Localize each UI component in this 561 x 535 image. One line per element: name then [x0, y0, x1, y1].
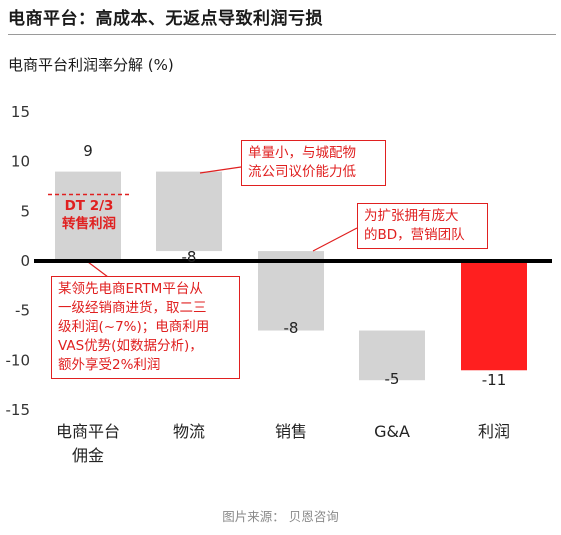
sales-annotation-line-1: 为扩张拥有庞大 [364, 208, 459, 224]
bars-layer [55, 171, 527, 381]
chart-title: 电商平台利润率分解 (%) [8, 56, 174, 74]
sales-annotation: 为扩张拥有庞大 的BD，营销团队 [357, 203, 488, 249]
logistics-annotation-line-1: 单量小，与城配物 [248, 145, 356, 161]
y-tick-label: 0 [20, 252, 30, 270]
commission-annotation-line-3: 级利润(~7%)；电商利用 [58, 319, 210, 335]
commission-annotation-line-5: 额外享受2%利润 [58, 357, 161, 373]
logistics-annotation-line-2: 流公司议价能力低 [248, 164, 356, 180]
commission-annotation-line-2: 一级经销商进货，取二三 [58, 300, 207, 316]
source-note: 图片来源： 贝恩咨询 [222, 509, 339, 524]
category-label-2: 物流 [173, 422, 205, 441]
dt-label-line-2: 转售利润 [62, 216, 116, 232]
logistics-leader-line [199, 166, 242, 174]
sales-annotation-line-2: 的BD，营销团队 [364, 227, 465, 243]
dt-label-line-1: DT 2/3 [64, 198, 114, 214]
category-label-4: G&A [374, 422, 410, 441]
commission-annotation-line-1: 某领先电商ERTM平台从 [58, 281, 203, 297]
commission-annotation: 某领先电商ERTM平台从 一级经销商进货，取二三 级利润(~7%)；电商利用 V… [51, 276, 240, 379]
bar-2 [156, 171, 222, 252]
y-tick-label: -15 [6, 401, 31, 419]
value-label-5: -11 [482, 371, 507, 389]
y-tick-label: 15 [11, 103, 30, 121]
bar-5 [461, 261, 527, 371]
category-label-1: 佣金 [72, 446, 104, 465]
dt-reference-label: DT 2/3 转售利润 [44, 197, 134, 233]
category-label-5: 利润 [478, 422, 510, 441]
title-divider [8, 34, 556, 35]
logistics-annotation: 单量小，与城配物 流公司议价能力低 [241, 140, 386, 186]
bar-3 [258, 251, 324, 331]
y-tick-label: -10 [6, 351, 31, 369]
value-label-3: -8 [284, 319, 299, 337]
y-tick-label: 10 [11, 153, 30, 171]
category-label-3: 销售 [275, 422, 307, 441]
bar-1 [55, 171, 121, 261]
value-label-1: 9 [83, 142, 93, 160]
page-title: 电商平台：高成本、无返点导致利润亏损 [8, 9, 323, 29]
sales-leader-line [312, 227, 358, 252]
y-tick-label: -5 [15, 302, 30, 320]
value-label-4: -5 [385, 370, 400, 388]
commission-annotation-line-4: VAS优势(如数据分析)， [58, 338, 203, 354]
bar-4 [359, 330, 425, 381]
category-label-1: 电商平台 [56, 422, 120, 441]
value-label-2: -8 [182, 248, 197, 266]
y-tick-label: 5 [20, 202, 30, 220]
